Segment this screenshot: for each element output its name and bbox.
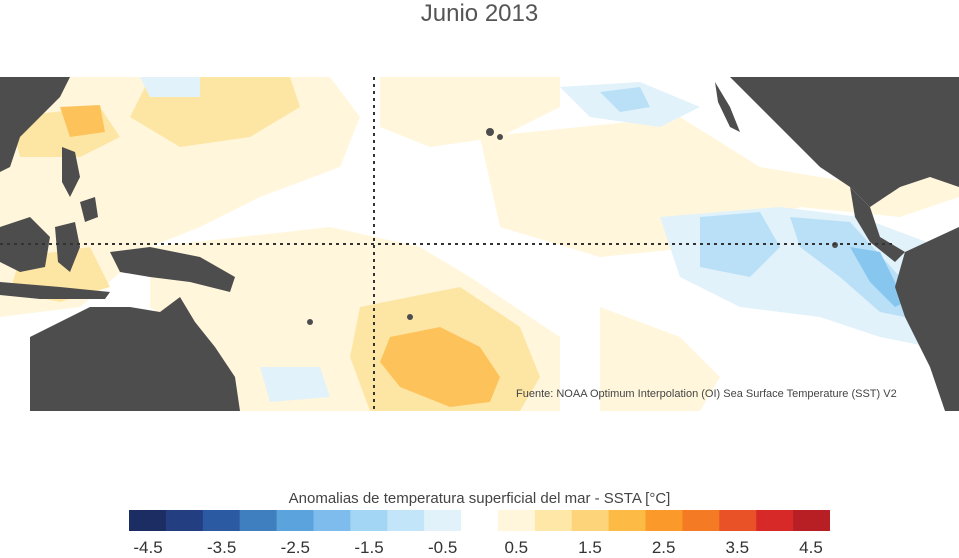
land-asia [0,77,70,172]
cool-anomaly-strong [850,247,905,307]
ssta-map [0,77,959,411]
colorbar-tick-label: -2.5 [280,538,310,557]
colorbar-swatch [719,510,757,531]
colorbar-swatch [756,510,794,531]
colorbar-tick-label: -4.5 [133,538,163,557]
colorbar-swatch [239,510,278,531]
colorbar-swatch [682,510,720,531]
land-new-guinea [110,247,235,292]
colorbar-tick-label: -1.5 [354,538,384,557]
warm-anomaly-strong [60,105,500,407]
land-borneo [0,217,50,272]
colorbar-swatch [497,510,536,531]
colorbar-tick-label: 2.5 [651,538,676,557]
colorbar-swatch [793,510,830,531]
colorbar-swatch [608,510,647,531]
colorbar-swatch [276,510,314,531]
source-note: Fuente: NOAA Optimum Interpolation (OI) … [516,388,897,400]
colorbar-tick-label: 3.5 [725,538,750,557]
colorbar-swatch [571,510,610,531]
colorbar-tick-label: -0.5 [428,538,458,557]
colorbar-ticks: -4.5 -3.5 -2.5 -1.5 -0.5 0.5 1.5 2.5 3.5 4.5 [0,538,959,557]
land-masses [0,77,959,411]
colorbar-swatch [534,510,573,531]
colorbar-tick-label: 0.5 [504,538,529,557]
colorbar-swatch [645,510,683,531]
page-title: Junio 2013 [420,0,539,27]
legend-title: Anomalias de temperatura superficial del… [288,490,671,507]
land-central-america [850,187,905,262]
colorbar-swatch [461,510,499,531]
colorbar-tick-label: -3.5 [207,538,237,557]
colorbar [129,510,830,531]
cool-anomaly-mid [600,87,905,317]
colorbar-swatch [313,510,351,531]
colorbar-swatch [202,510,241,531]
colorbar-swatch [129,510,167,531]
land-philippines [62,147,80,197]
land-south-america [895,227,959,411]
land-north-america [730,77,959,207]
colorbar-swatch [424,510,462,531]
colorbar-swatch [387,510,425,531]
colorbar-swatch [165,510,204,531]
colorbar-tick-label: 1.5 [578,538,602,557]
land-australia [30,297,240,411]
colorbar-swatch [350,510,388,531]
colorbar-tick-label: 4.5 [799,538,823,557]
